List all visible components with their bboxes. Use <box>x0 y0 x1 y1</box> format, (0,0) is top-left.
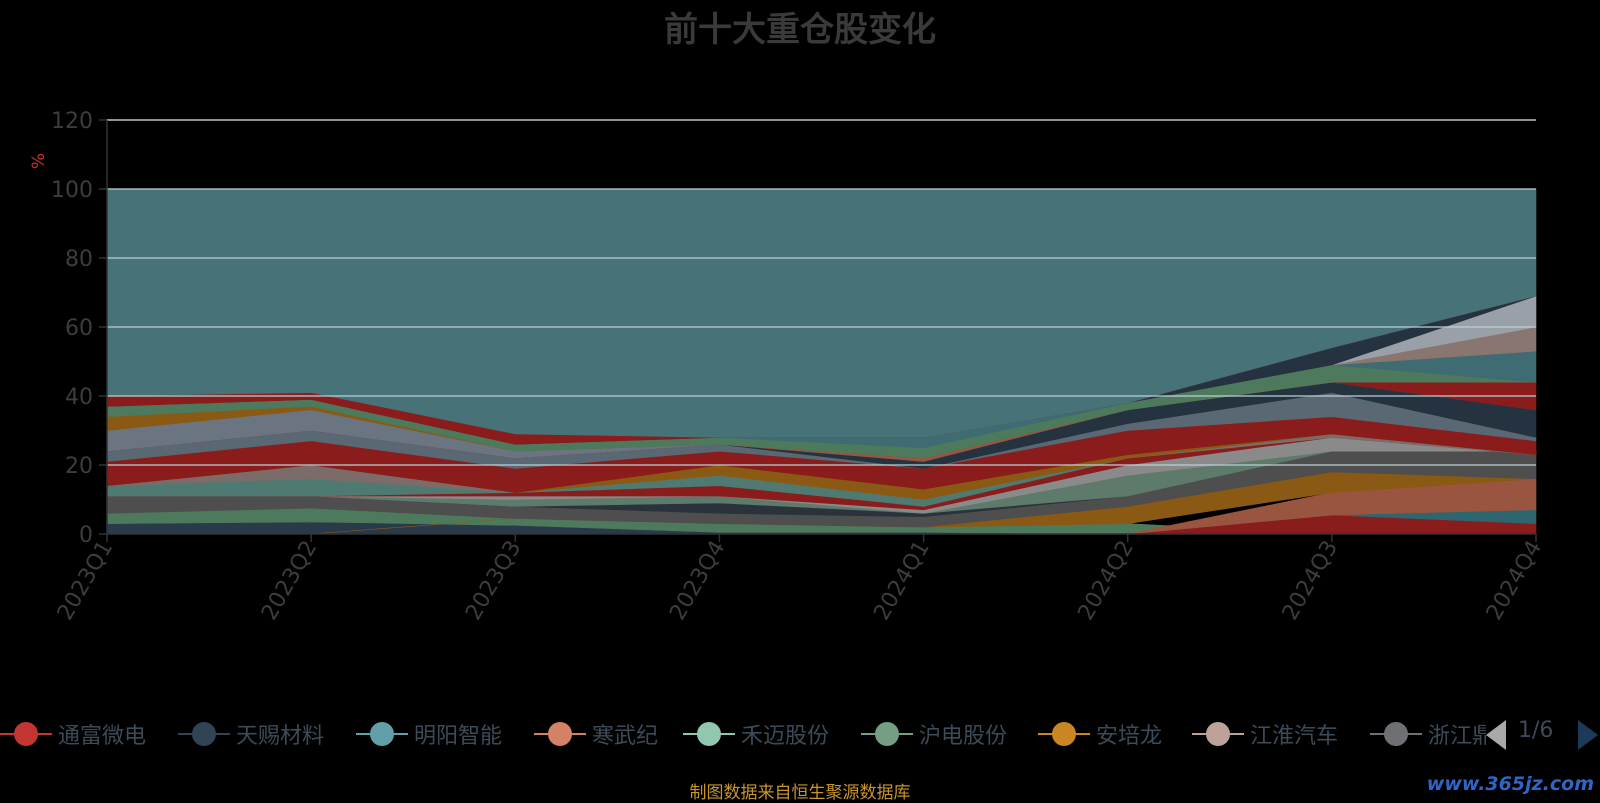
y-tick-label: 80 <box>65 247 93 272</box>
legend-marker-icon <box>356 719 408 749</box>
legend-marker-icon <box>1370 719 1422 749</box>
legend-label: 明阳智能 <box>414 724 503 749</box>
legend-label: 通富微电 <box>58 724 147 749</box>
legend-label: 禾迈股份 <box>741 724 830 749</box>
legend-marker-icon <box>861 719 913 749</box>
chart-bands <box>106 188 1537 535</box>
legend-label: 安培龙 <box>1096 724 1163 749</box>
x-tick-label: 2024Q2 <box>1074 537 1139 625</box>
legend-label: 天赐材料 <box>236 724 325 749</box>
x-tick-label: 2023Q4 <box>665 537 730 625</box>
area-chart: 0 20 40 60 80 100 120 2023Q1 2023Q2 2023Q3 2023Q4 2… <box>29 109 1547 625</box>
x-tick-label: 2024Q4 <box>1482 537 1547 625</box>
legend-items: 通富微电 天赐材料 明阳智能 寒武纪 禾迈股份 沪电股份 安培龙 江淮汽车 浙江鼎力 <box>0 712 1486 756</box>
legend-marker-icon <box>178 719 230 749</box>
legend-item[interactable]: 天赐材料 <box>178 712 324 756</box>
legend-marker-icon <box>0 719 52 749</box>
legend-item[interactable]: 寒武纪 <box>534 712 658 756</box>
chart-gridlines <box>107 119 1536 466</box>
legend-label: 沪电股份 <box>919 724 1008 749</box>
chart-title: 前十大重仓股变化 <box>664 10 936 50</box>
x-tick-label: 2023Q1 <box>53 537 118 625</box>
legend: 通富微电 天赐材料 明阳智能 寒武纪 禾迈股份 沪电股份 安培龙 江淮汽车 浙江鼎力 1/6 <box>0 712 1600 756</box>
legend-item[interactable]: 浙江鼎力 <box>1370 712 1486 756</box>
data-source-note: 制图数据来自恒生聚源数据库 <box>689 783 911 803</box>
y-axis-label: % <box>29 153 49 169</box>
y-tick-label: 120 <box>51 109 93 134</box>
legend-next-page-button[interactable] <box>1578 720 1598 750</box>
legend-item[interactable]: 安培龙 <box>1038 712 1162 756</box>
y-tick-label: 40 <box>65 385 93 410</box>
y-tick-label: 0 <box>79 523 93 548</box>
legend-label: 寒武纪 <box>592 724 659 749</box>
legend-item[interactable]: 沪电股份 <box>861 712 1007 756</box>
legend-item[interactable]: 明阳智能 <box>356 712 502 756</box>
x-tick-label: 2024Q1 <box>869 537 934 625</box>
legend-item[interactable]: 江淮汽车 <box>1192 712 1338 756</box>
y-tick-label: 100 <box>51 178 93 203</box>
legend-marker-icon <box>1192 719 1244 749</box>
y-tick-label: 60 <box>65 316 93 341</box>
legend-page-indicator: 1/6 <box>1518 718 1554 743</box>
x-tick-label: 2023Q3 <box>461 537 526 625</box>
legend-marker-icon <box>534 719 586 749</box>
legend-marker-icon <box>1038 719 1090 749</box>
legend-item[interactable]: 禾迈股份 <box>683 712 829 756</box>
site-watermark: www.365jz.com <box>1426 773 1594 795</box>
x-tick-label: 2024Q3 <box>1278 537 1343 625</box>
legend-prev-page-button[interactable] <box>1486 720 1506 750</box>
x-tick-label: 2023Q2 <box>257 537 322 625</box>
legend-label: 江淮汽车 <box>1250 724 1339 749</box>
y-tick-label: 20 <box>65 454 93 479</box>
legend-pager: 1/6 <box>1482 712 1600 756</box>
legend-item[interactable]: 通富微电 <box>0 712 146 756</box>
legend-marker-icon <box>683 719 735 749</box>
legend-label: 浙江鼎力 <box>1428 724 1486 749</box>
